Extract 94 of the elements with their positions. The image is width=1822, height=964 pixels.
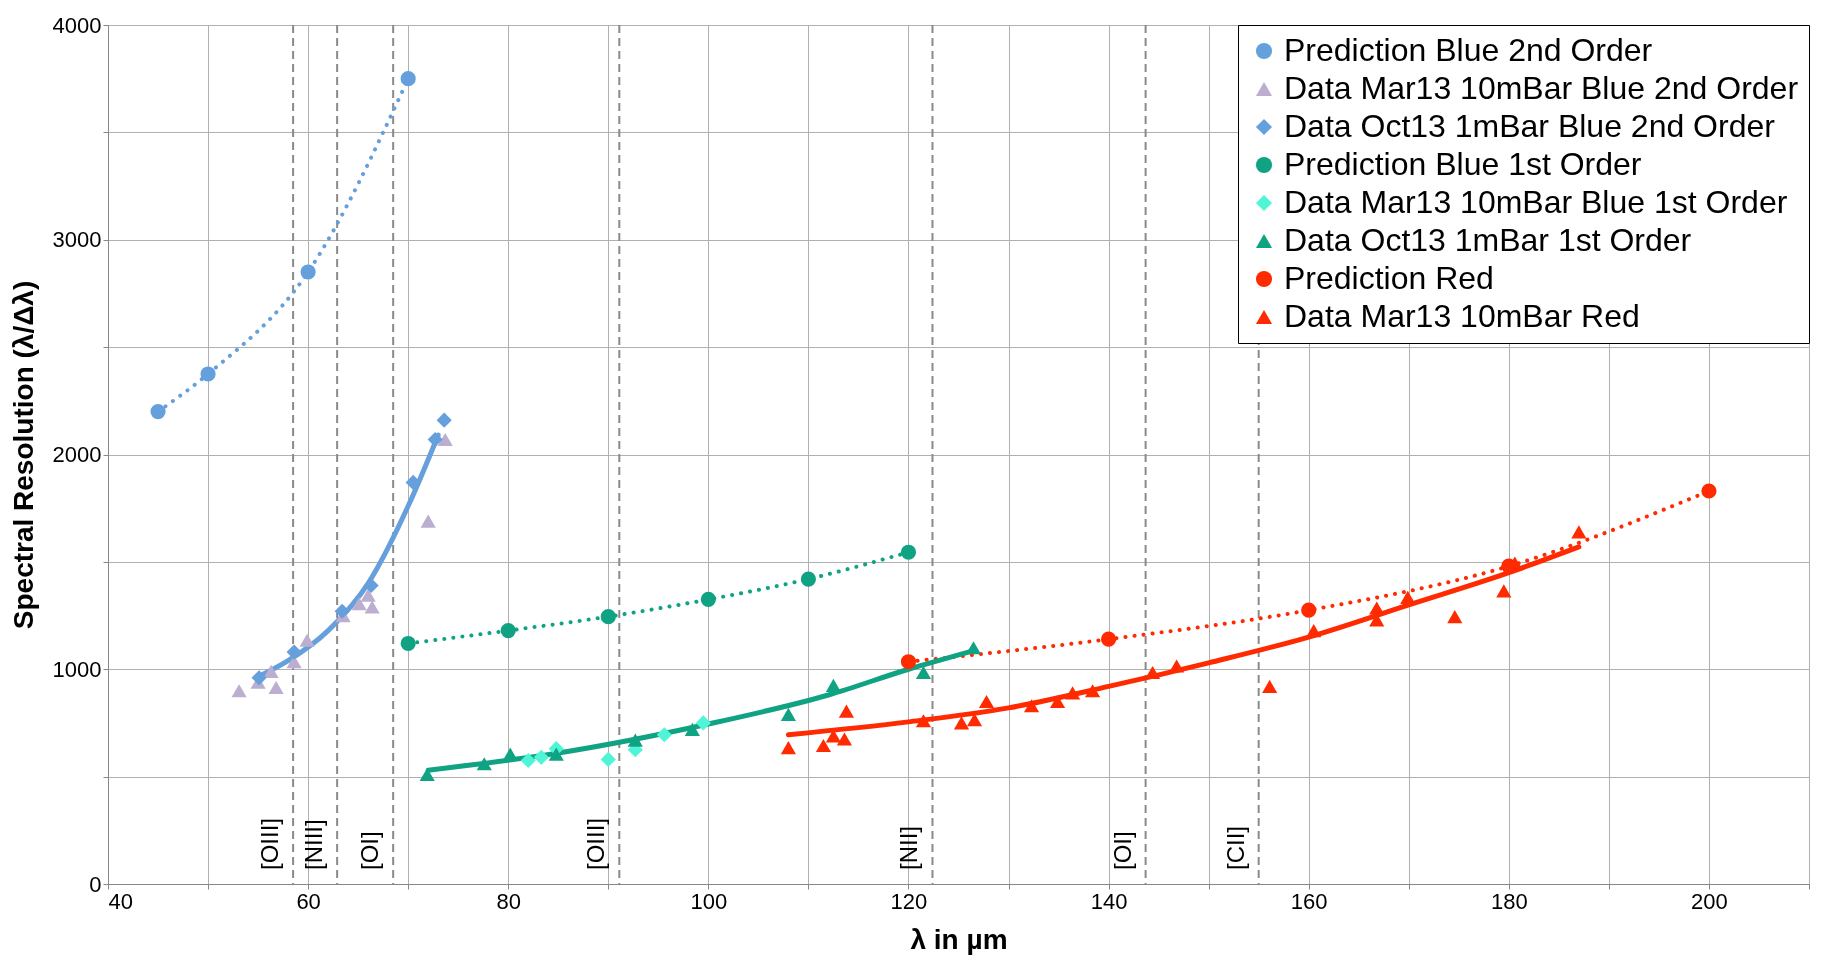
legend-label: Data Mar13 10mBar Blue 2nd Order	[1284, 70, 1799, 106]
ref-line-label: [OIII]	[582, 817, 610, 870]
point	[548, 747, 564, 761]
ref-line-label: [OIII]	[256, 817, 284, 870]
point	[251, 670, 267, 686]
point	[502, 747, 518, 761]
ref-line-label: [NII]	[895, 825, 923, 870]
ref-line-label: [CII]	[1221, 825, 1249, 870]
point	[1169, 659, 1185, 673]
legend-label: Data Mar13 10mBar Red	[1284, 298, 1640, 334]
point	[1049, 694, 1066, 709]
point	[1306, 624, 1322, 638]
x-axis-title: λ in µm	[910, 923, 1008, 955]
point	[200, 366, 216, 382]
point	[836, 732, 853, 746]
y-axis-title: Spectral Resolution (λ/Δλ)	[7, 280, 39, 630]
point	[900, 544, 917, 560]
point	[953, 716, 970, 730]
point	[334, 603, 350, 619]
point	[627, 733, 643, 747]
point	[300, 264, 316, 280]
legend-label: Data Mar13 10mBar Blue 1st Order	[1284, 184, 1788, 220]
legend-label: Data Oct13 1mBar Blue 2nd Order	[1284, 108, 1776, 144]
point	[427, 431, 443, 448]
point	[656, 727, 672, 743]
point	[815, 738, 831, 753]
point	[437, 432, 453, 447]
point	[364, 600, 380, 614]
x-tick-label: 80	[496, 888, 521, 914]
ref-line-label: [OI]	[1108, 831, 1136, 870]
point	[978, 694, 995, 709]
point	[838, 704, 855, 718]
point	[1085, 684, 1101, 698]
point	[600, 751, 616, 768]
point	[780, 741, 796, 755]
point	[420, 514, 436, 528]
point	[1145, 665, 1161, 680]
point	[915, 665, 932, 680]
point	[1101, 631, 1117, 647]
point	[500, 623, 516, 639]
point	[1023, 699, 1040, 713]
point	[600, 609, 616, 625]
point	[915, 714, 932, 728]
point	[695, 715, 711, 731]
point	[1369, 601, 1385, 615]
legend-label: Prediction Blue 2nd Order	[1284, 32, 1653, 68]
point	[520, 752, 536, 769]
point	[780, 707, 796, 721]
x-tick-label: 120	[890, 888, 928, 914]
x-tick-label: 140	[1090, 888, 1128, 914]
point	[286, 644, 302, 660]
x-tick-label: 180	[1490, 888, 1528, 914]
point	[1064, 686, 1081, 700]
point	[533, 749, 549, 765]
point	[1301, 602, 1317, 618]
y-tick-label: 2000	[52, 442, 102, 467]
point	[231, 684, 247, 698]
point	[268, 680, 284, 695]
y-tick-label: 4000	[52, 12, 102, 38]
point	[419, 767, 435, 782]
point	[1447, 610, 1463, 624]
point	[800, 571, 816, 587]
ref-line-label: [OI]	[356, 831, 384, 870]
x-tick-label: 100	[690, 888, 728, 914]
x-tick-label: 40	[108, 888, 133, 914]
point	[351, 597, 367, 611]
legend-label: Data Oct13 1mBar 1st Order	[1284, 222, 1692, 258]
point	[900, 654, 917, 670]
point	[476, 757, 492, 771]
x-tick-label: 160	[1290, 888, 1328, 914]
point	[400, 635, 416, 652]
point	[966, 713, 983, 727]
point	[400, 71, 416, 87]
point	[1571, 525, 1587, 539]
point	[684, 722, 700, 736]
legend-label: Prediction Red	[1284, 260, 1494, 296]
point	[825, 678, 842, 692]
y-tick-label: 0	[89, 871, 102, 897]
x-tick-label: 200	[1691, 888, 1728, 914]
point	[263, 664, 279, 678]
point	[700, 591, 716, 608]
legend-label: Prediction Blue 1st Order	[1284, 146, 1642, 182]
y-tick-label: 1000	[52, 656, 102, 682]
point	[1400, 590, 1416, 604]
point	[360, 588, 376, 602]
point	[1701, 483, 1717, 499]
point	[436, 412, 452, 428]
ref-line-label: [NIII]	[300, 819, 328, 870]
point	[150, 403, 166, 420]
point	[1262, 679, 1278, 693]
point	[1496, 584, 1512, 598]
y-tick-label: 3000	[52, 227, 102, 253]
x-tick-label: 60	[296, 888, 321, 914]
point	[299, 633, 315, 647]
